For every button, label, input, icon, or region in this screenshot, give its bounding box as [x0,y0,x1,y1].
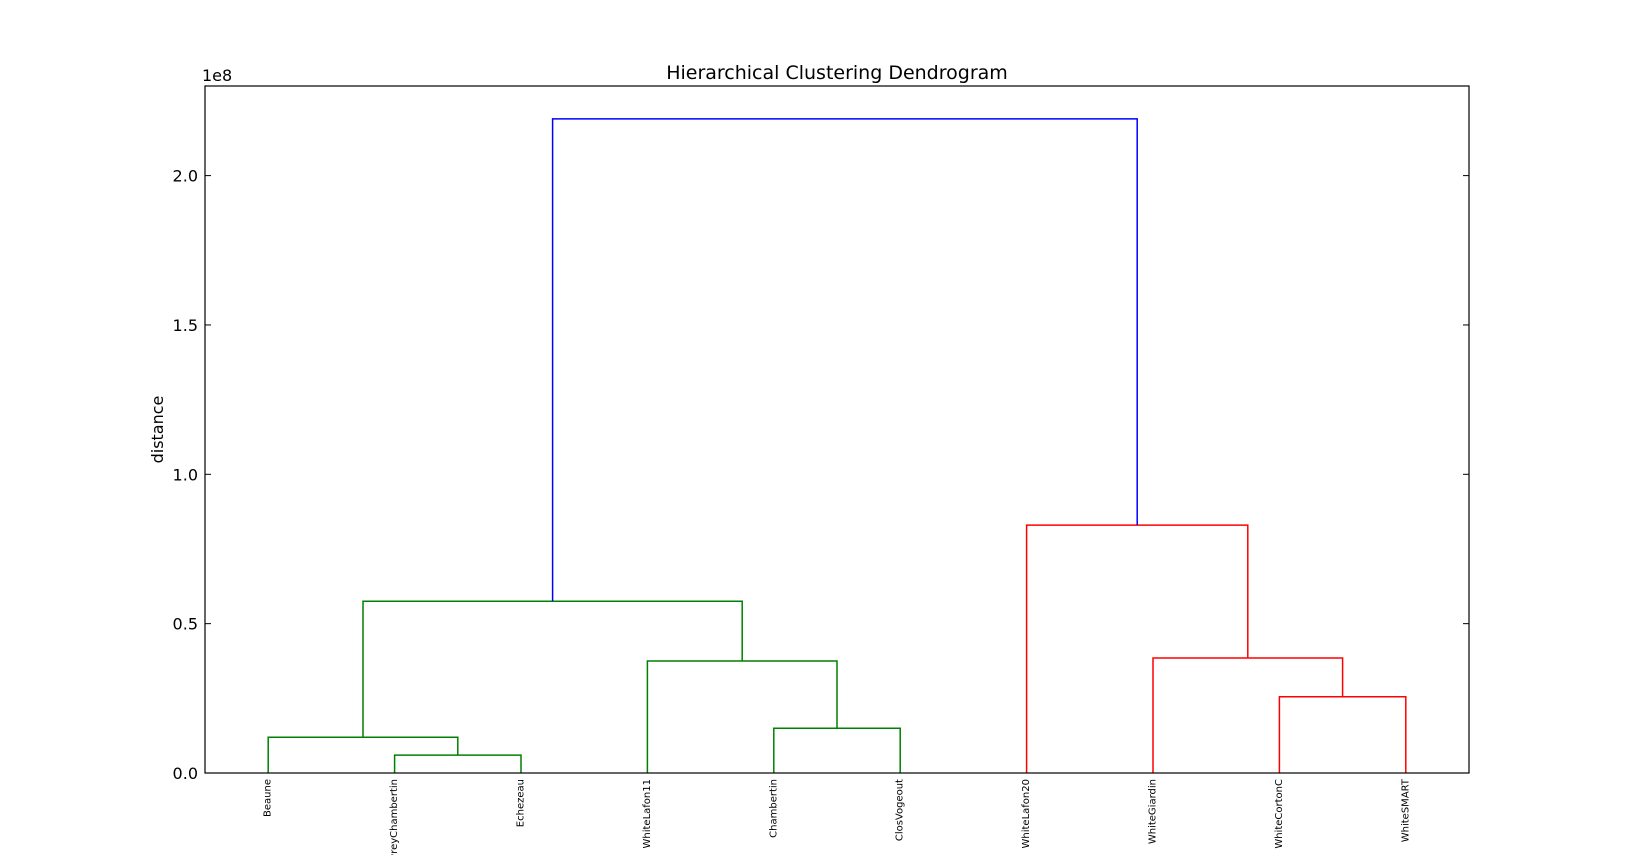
leaf-label: WhiteGiardin [1148,779,1159,844]
y-axis-ticks: 0.0 0.5 1.0 1.5 2.0 [173,167,1469,783]
chart-title: Hierarchical Clustering Dendrogram [666,62,1008,84]
leaf-label: WhiteSMART [1400,778,1411,842]
y-tick-label: 0.5 [173,615,198,634]
dendrogram-link [551,118,1138,602]
leaf-label: Echezeau [516,779,527,827]
y-tick-label: 1.5 [173,316,198,335]
leaf-labels: Beaune GevreyChambertin Echezeau WhiteLafon… [263,778,1412,855]
leaf-label: ClosVogeout [895,779,906,841]
leaf-label: Beaune [263,779,274,817]
dendrogram-link [1152,657,1344,773]
dendrogram-link [1025,524,1249,773]
y-tick-label: 0.0 [173,764,198,783]
leaf-label: GevreyChambertin [389,779,400,855]
y-tick-label: 2.0 [173,167,198,186]
dendrogram-link [393,754,522,773]
leaf-label: WhiteLafon20 [1021,779,1032,848]
y-axis-label: distance [148,396,167,464]
dendrogram-link [773,727,901,773]
dendrogram-link [362,600,743,738]
y-tick-label: 1.0 [173,465,198,484]
y-axis-offset-text: 1e8 [202,66,232,85]
leaf-label: WhiteLafon11 [642,779,653,848]
dendrogram-link [646,660,838,773]
dendrogram-link [1278,696,1407,773]
leaf-label: Chambertin [768,779,779,838]
leaf-label: WhiteCortonC [1274,779,1285,849]
plot-frame [204,85,1470,774]
dendrogram-links [267,118,1407,773]
